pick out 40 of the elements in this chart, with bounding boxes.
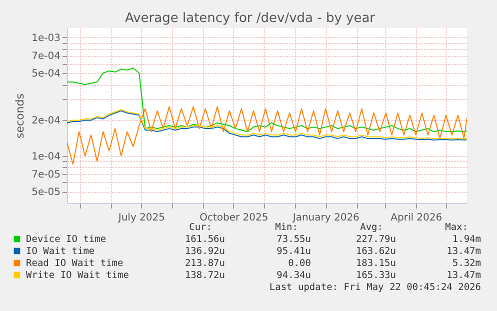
line-series <box>67 106 467 165</box>
x-tick-label: January 2026 <box>292 212 360 224</box>
text: 5.32m <box>452 258 482 269</box>
y-tick-label: 5e-04 <box>32 68 60 80</box>
legend-label: Read IO Wait time <box>26 258 124 269</box>
text: Min: <box>275 222 298 233</box>
legend-label: Device IO time <box>26 234 106 245</box>
x-tick-label: July 2025 <box>117 212 165 224</box>
y-tick-label: 1e-03 <box>32 32 60 44</box>
text: 73.55u <box>276 234 311 245</box>
text: 213.87u <box>184 258 225 269</box>
legend-label: IO Wait time <box>26 246 95 257</box>
text: Max: <box>445 222 468 233</box>
x-tick-label: October 2025 <box>200 212 268 224</box>
text: 94.34u <box>276 270 311 281</box>
text: Last update: Fri May 22 00:45:24 2026 <box>269 282 482 293</box>
y-tick-label: 5e-05 <box>32 187 60 198</box>
y-tick-label: 2e-04 <box>32 116 60 127</box>
text: 13.47m <box>446 246 482 257</box>
text: 138.72u <box>184 270 225 281</box>
y-tick-label: 7e-04 <box>32 51 60 62</box>
text: 13.47m <box>446 270 482 281</box>
y-tick-label: 1e-04 <box>32 151 60 162</box>
text: 165.33u <box>356 270 396 281</box>
text: Cur: <box>189 222 212 233</box>
text: 1.94m <box>452 234 482 245</box>
line-series <box>67 68 467 132</box>
text: 95.41u <box>276 246 311 257</box>
text: 183.15u <box>356 258 396 269</box>
text: Avg: <box>360 222 383 233</box>
y-axis-title: seconds <box>14 93 27 138</box>
chart-title: Average latency for /dev/vda - by year <box>124 11 376 26</box>
text: 163.62u <box>356 246 396 257</box>
text: 161.56u <box>184 234 225 245</box>
text: 227.79u <box>356 234 396 245</box>
text: 0.00 <box>288 258 312 269</box>
x-tick-label: April 2026 <box>390 212 442 224</box>
legend-label: Write IO Wait time <box>26 270 130 281</box>
y-tick-label: 7e-05 <box>32 170 60 181</box>
text: 136.92u <box>184 246 225 257</box>
